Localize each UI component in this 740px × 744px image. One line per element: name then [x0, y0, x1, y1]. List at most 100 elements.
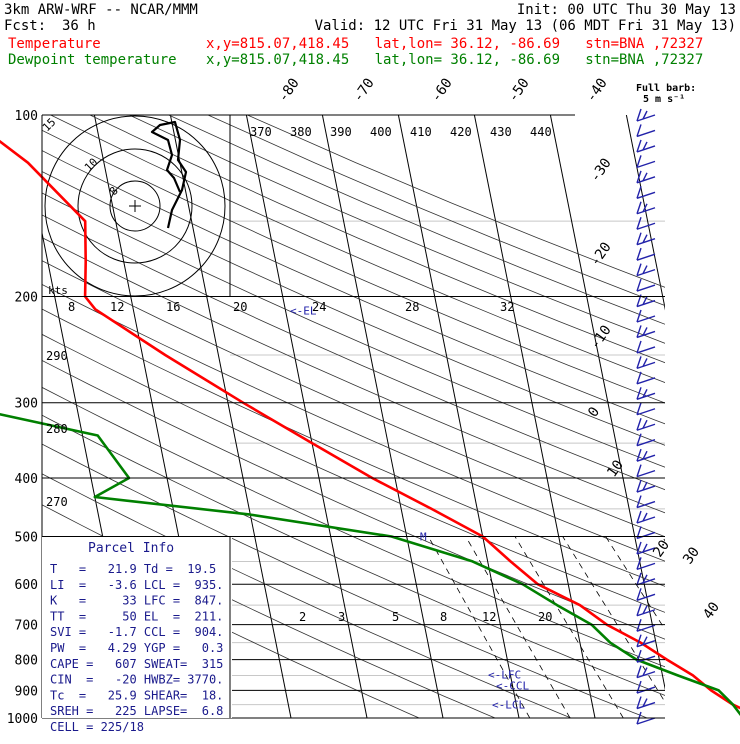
theta-label: 440	[530, 125, 552, 139]
theta-e-label: 280	[46, 422, 68, 436]
wind-barb	[636, 232, 656, 246]
hodograph-speed-label: 32	[500, 300, 514, 314]
wind-barb	[636, 603, 656, 617]
mixing-ratio-label: 3	[338, 610, 345, 624]
pressure-tick-label: 500	[15, 530, 38, 545]
wind-barb	[636, 418, 656, 431]
right-isotherm-label: -10	[587, 322, 615, 352]
right-isotherm-label: -20	[587, 239, 615, 269]
mixing-ratio-line	[514, 536, 624, 718]
mixing-ratio-line	[428, 536, 531, 718]
right-isotherm-label: 40	[700, 599, 723, 622]
grid-layer	[42, 115, 740, 718]
mixing-ratio-line	[605, 536, 665, 631]
theta-e-label: 270	[46, 495, 68, 509]
dry-adiabat	[247, 115, 665, 288]
temperature-legend: Temperature	[8, 36, 101, 52]
wind-barb	[636, 325, 656, 339]
theta-label: 370	[250, 125, 272, 139]
dry-adiabat	[42, 150, 665, 425]
wind-barb	[636, 247, 656, 261]
wind-barb	[636, 433, 656, 447]
dry-adiabat	[168, 115, 665, 325]
isotherm-line	[169, 115, 292, 718]
wind-barb	[636, 340, 656, 354]
pressure-tick-label: 200	[15, 291, 38, 306]
mixing-ratio-label: 8	[440, 610, 447, 624]
wind-barb	[636, 371, 656, 385]
wind-barb	[636, 680, 656, 694]
wind-barb	[636, 124, 656, 138]
hodograph-speed-label: 8	[68, 300, 75, 314]
temperature-line	[0, 139, 740, 710]
wind-barb	[636, 356, 656, 370]
dry-adiabat	[42, 308, 665, 587]
wind-barb	[636, 155, 656, 169]
wind-barb	[636, 278, 656, 292]
hodograph-speed-label: 12	[110, 300, 124, 314]
wind-barb	[636, 510, 656, 524]
hodograph-speed-label: 24	[312, 300, 326, 314]
parcel-box-background	[42, 537, 232, 718]
dry-adiabat	[42, 414, 665, 696]
dry-adiabat	[42, 443, 648, 718]
wind-barb	[636, 402, 656, 416]
mixing-ratio-label: 2	[299, 610, 306, 624]
parcel-row: TT = 50 EL = 211.	[50, 609, 223, 623]
wind-barb	[636, 495, 656, 509]
mixing-ratio-label: 5	[392, 610, 399, 624]
isotherm-line	[549, 115, 665, 691]
wind-barb	[636, 139, 656, 153]
wind-barb	[636, 387, 656, 400]
fcst-label: Fcst:	[4, 18, 47, 34]
parcel-row: CIN = -20 HWBZ= 3770.	[50, 673, 223, 687]
wind-barb	[636, 464, 656, 478]
parcel-row: CAPE = 607 SWEAT= 315	[50, 657, 223, 671]
wind-barb	[636, 217, 656, 230]
hodograph-unit-label: kts	[48, 284, 68, 297]
theta-e-label: 290	[46, 349, 68, 363]
parcel-info-box: Parcel Info T = 21.9 Td = 19.5 LI = -3.6 L…	[42, 537, 232, 734]
hodograph-ring-label: 15	[40, 116, 59, 135]
hodograph-speed-label: 28	[405, 300, 419, 314]
dry-adiabat	[42, 214, 665, 491]
full-barb-unit: 5 m s⁻¹	[643, 94, 686, 105]
dry-adiabat	[42, 386, 665, 668]
theta-label: 410	[410, 125, 432, 139]
theta-label: 380	[290, 125, 312, 139]
wind-barb	[636, 479, 656, 493]
pressure-tick-label: 700	[15, 619, 38, 634]
top-isotherm-label: -60	[428, 75, 456, 105]
hodograph-speed-label: 20	[233, 300, 247, 314]
right-isotherm-label: -30	[587, 155, 615, 185]
isotherm-line	[702, 115, 740, 718]
parcel-row: PW = 4.29 YGP = 0.3	[50, 641, 223, 655]
isotherm-line	[625, 115, 665, 311]
wind-barb	[636, 557, 656, 571]
parcel-row: LI = -3.6 LCL = 935.	[50, 578, 223, 592]
wind-barb	[636, 634, 656, 648]
pressure-tick-label: 300	[15, 397, 38, 412]
fcst-value: 36 h	[62, 18, 96, 34]
wind-barb	[636, 186, 656, 199]
dry-adiabat	[42, 260, 665, 538]
wind-barb	[636, 170, 656, 184]
pressure-tick-label: 600	[15, 578, 38, 593]
right-isotherm-label: 0	[585, 404, 603, 420]
mixing-ratio-label: 20	[538, 610, 552, 624]
right-isotherm-label: 10	[604, 457, 627, 480]
temperature-station-info: x,y=815.07,418.45 lat,lon= 36.12, -86.69…	[206, 36, 704, 52]
level-marker-label: <-CCL	[496, 680, 529, 693]
hodograph-ring	[44, 115, 226, 297]
isotherm-line	[321, 115, 444, 718]
right-isotherm-label: 30	[680, 544, 703, 567]
dewpoint-legend: Dewpoint temperature	[8, 52, 177, 68]
wind-barb	[636, 696, 656, 710]
wind-barb	[636, 588, 656, 601]
isotherm-line	[397, 115, 520, 718]
dewpoint-line	[0, 412, 740, 716]
mixing-ratio-line	[661, 536, 665, 542]
level-marker-label: M	[420, 530, 427, 543]
